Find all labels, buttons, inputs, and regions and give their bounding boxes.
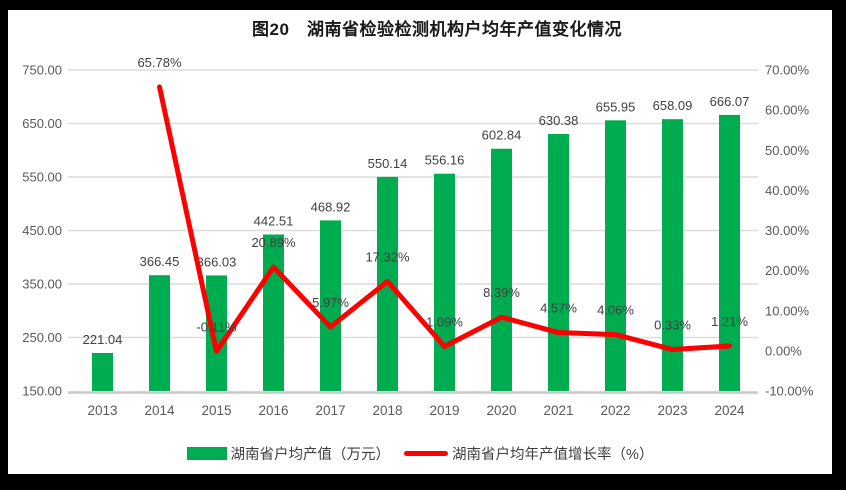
bar-value-label: 550.14 (368, 156, 408, 171)
combo-chart: 750.00 650.00 550.00 450.00 350.00 250.00 150.… (22, 55, 814, 418)
legend-item-line-series: 湖南省户均年产值增长率（%） (404, 443, 653, 464)
y-right-tick-label: 0.00% (765, 343, 802, 358)
bar (605, 120, 626, 392)
x-tick-label: 2023 (657, 403, 687, 418)
y-left-tick-label: 150.00 (22, 384, 62, 399)
line-value-label: 4.06% (597, 303, 634, 318)
chart-panel: 图20 湖南省检验检测机构户均年产值变化情况 750.00 650.00 550.0… (8, 10, 832, 474)
x-tick-label: 2015 (201, 403, 231, 418)
y-right-tick-label: 70.00% (765, 63, 810, 78)
legend-line-label: 湖南省户均年产值增长率（%） (452, 446, 654, 463)
y-right-tick-label: -10.00% (765, 384, 814, 399)
line-value-label: 17.32% (365, 249, 410, 264)
x-tick-label: 2019 (429, 403, 459, 418)
bar (491, 148, 512, 391)
bar-value-label: 556.16 (425, 153, 465, 168)
bar (263, 234, 284, 391)
y-left-tick-label: 550.00 (22, 170, 62, 185)
line-value-label: 65.78% (137, 55, 182, 70)
y-right-tick-label: 10.00% (765, 303, 810, 318)
x-tick-label: 2020 (486, 403, 516, 418)
y-right-tick-label: 40.00% (765, 183, 810, 198)
x-tick-label: 2018 (372, 403, 402, 418)
y-left-tick-label: 750.00 (22, 63, 62, 78)
bar-value-label: 366.45 (140, 254, 180, 269)
bar-value-label: 221.04 (83, 332, 123, 347)
growth-line (157, 84, 732, 354)
bar-value-label: 468.92 (311, 199, 351, 214)
bar (719, 114, 740, 391)
bar (320, 220, 341, 391)
line-value-label: 8.39% (483, 285, 520, 300)
bar (548, 133, 569, 391)
x-tick-label: 2016 (258, 403, 288, 418)
x-tick-label: 2021 (543, 403, 573, 418)
legend-line-swatch-icon (404, 450, 449, 456)
y-right-tick-label: 50.00% (765, 143, 810, 158)
bar-value-label: 666.07 (710, 94, 750, 109)
line-value-label: 1.09% (426, 315, 463, 330)
line-value-label: 20.89% (251, 235, 296, 250)
legend-item-bar-series: 湖南省户均产值（万元） (186, 443, 391, 464)
x-tick-label: 2013 (87, 403, 117, 418)
y-left-tick-label: 250.00 (22, 330, 62, 345)
bar (92, 352, 113, 391)
chart-title: 图20 湖南省检验检测机构户均年产值变化情况 (252, 20, 622, 39)
x-tick-label: 2014 (144, 403, 175, 418)
legend-bar-label: 湖南省户均产值（万元） (230, 446, 391, 463)
y-right-tick-label: 60.00% (765, 103, 810, 118)
x-tick-label: 2022 (600, 403, 630, 418)
y-right-tick-label: 30.00% (765, 223, 810, 238)
chart-legend: 湖南省户均产值（万元） 湖南省户均年产值增长率（%） (8, 443, 832, 463)
bar (149, 275, 170, 391)
bar (434, 173, 455, 391)
legend-bar-swatch-icon (186, 446, 227, 460)
bar (662, 119, 683, 392)
bar (206, 275, 227, 391)
bar-value-label: 442.51 (254, 214, 294, 229)
y-left-tick-label: 350.00 (22, 277, 62, 292)
bar-value-label: 630.38 (539, 113, 579, 128)
y-left-tick-label: 450.00 (22, 223, 62, 238)
line-value-label: 4.57% (540, 301, 577, 316)
bar-value-label: 366.03 (197, 254, 237, 269)
y-left-tick-label: 650.00 (22, 116, 62, 131)
line-value-label: 0.33% (654, 318, 691, 333)
y-right-tick-label: 20.00% (765, 263, 810, 278)
bar-value-label: 655.95 (596, 99, 636, 114)
line-value-label: 5.97% (312, 295, 349, 310)
x-tick-label: 2024 (714, 403, 745, 418)
line-value-label: 1.21% (711, 314, 748, 329)
x-tick-label: 2017 (315, 403, 345, 418)
line-value-label: -0.11% (196, 319, 237, 334)
bar-value-label: 658.09 (653, 98, 693, 113)
bar-value-label: 602.84 (482, 128, 522, 143)
